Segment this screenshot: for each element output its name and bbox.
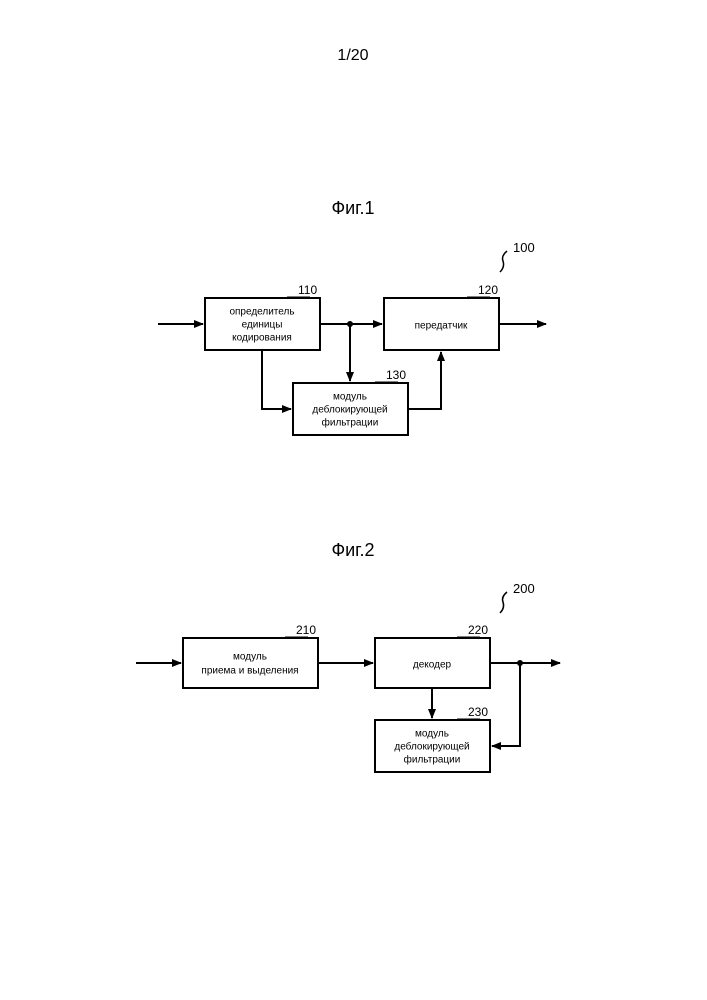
fig2-ref-group: 200 [500, 581, 535, 613]
fig1-box-130-line3: фильтрации [322, 417, 379, 429]
fig2-box-230-line3: фильтрации [404, 754, 461, 766]
fig1-box-120-line1: передатчик [415, 321, 468, 332]
fig2-box-210-ref: 210 [296, 623, 316, 637]
fig1-box-130-line2: деблокирующей [312, 404, 387, 416]
fig1-box-120: 120 передатчик [384, 283, 499, 350]
fig1-box-110: 110 определитель единицы кодирования [205, 283, 320, 350]
fig1-box-120-ref: 120 [478, 283, 498, 297]
fig2-box-220-line1: декодер [413, 660, 452, 671]
fig2-box-210-line1: модуль [233, 652, 267, 663]
fig1-arrow-110-130 [262, 350, 291, 409]
fig2-arrow-out-230 [492, 663, 520, 746]
fig2-box-210-line2: приема и выделения [201, 666, 298, 677]
fig2-title: Фиг.2 [331, 540, 374, 560]
fig2-box-230-line2: деблокирующей [394, 741, 469, 753]
fig1-box-130-ref: 130 [386, 368, 406, 382]
fig1-box-130-line1: модуль [333, 392, 367, 403]
fig2-box-210: 210 модуль приема и выделения [183, 623, 318, 688]
fig2-box-220: 220 декодер [375, 623, 490, 688]
fig2-box-220-ref: 220 [468, 623, 488, 637]
fig1-ref: 100 [513, 240, 535, 255]
fig1-box-110-ref: 110 [298, 283, 317, 297]
fig1-ref-group: 100 [500, 240, 535, 272]
fig2-box-230-line1: модуль [415, 729, 449, 740]
page-header: 1/20 [337, 47, 368, 64]
fig1-box-110-line1: определитель [229, 307, 294, 318]
fig1-title: Фиг.1 [331, 198, 374, 218]
fig2-ref: 200 [513, 581, 535, 596]
fig1-box-110-line2: единицы [242, 320, 283, 331]
fig2-box-230-ref: 230 [468, 705, 488, 719]
fig1-box-110-line3: кодирования [232, 333, 292, 344]
fig1-arrow-130-120 [408, 352, 441, 409]
diagram-canvas: 1/20 Фиг.1 100 110 определитель единицы … [0, 0, 707, 1000]
